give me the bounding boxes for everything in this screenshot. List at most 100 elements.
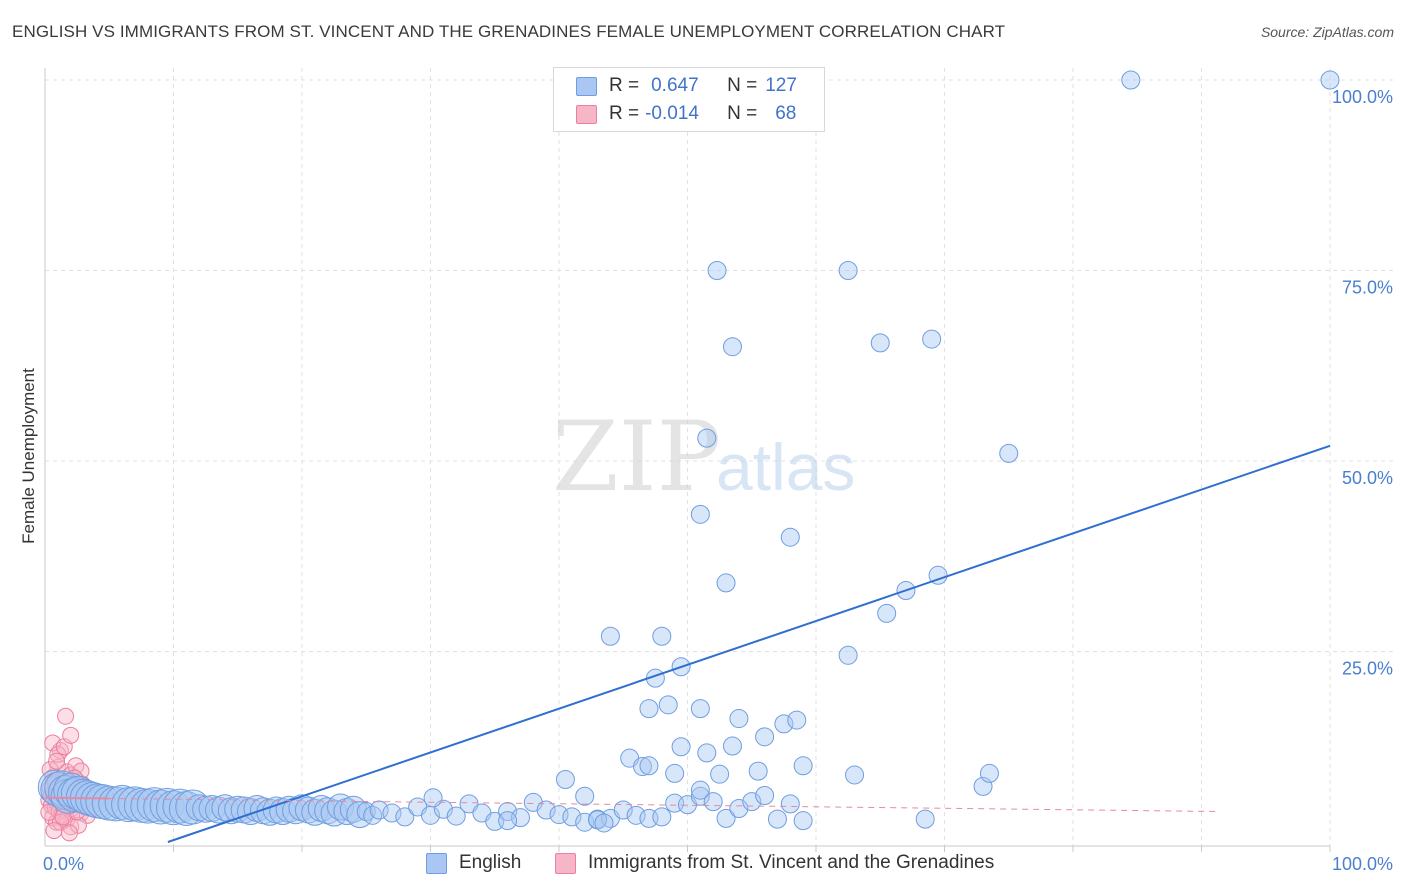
english-point (423, 788, 443, 808)
english-point (104, 784, 140, 820)
english-point (671, 737, 691, 757)
legend-item-english: English (426, 852, 521, 874)
english-point (690, 786, 710, 806)
legend-swatch-english (426, 852, 447, 874)
immigrant-point (62, 726, 80, 744)
legend-label-english: English (459, 852, 522, 873)
legend-swatch-immigrants (555, 852, 576, 874)
english-point (613, 800, 633, 820)
english-point (722, 337, 742, 357)
immigrant-point (41, 761, 59, 779)
correlation-stats-box: R = 0.647 N = 127 R = -0.014 N = 68 (553, 67, 825, 132)
english-point (1320, 70, 1340, 90)
chart-title: ENGLISH VS IMMIGRANTS FROM ST. VINCENT A… (12, 22, 1006, 41)
y-axis-title: Female Unemployment (19, 368, 38, 544)
english-point (755, 786, 775, 806)
english-point (845, 765, 865, 785)
immigrant-point (48, 752, 66, 770)
english-point (575, 786, 595, 806)
english-point (1121, 70, 1141, 90)
english-point (562, 807, 582, 827)
english-point (363, 805, 383, 825)
english-point (838, 645, 858, 665)
immigrant-point (57, 707, 75, 725)
english-point (697, 428, 717, 448)
english-point (716, 808, 736, 828)
legend-item-immigrants: Immigrants from St. Vincent and the Gren… (555, 852, 994, 874)
watermark-zip: ZIP (552, 401, 721, 513)
english-point (793, 756, 813, 776)
english-point (652, 807, 672, 827)
english-point (446, 806, 466, 826)
english-point (787, 710, 807, 730)
x-tick-label: 0.0% (43, 854, 84, 874)
watermark-atlas: atlas (716, 430, 855, 504)
english-point (639, 756, 659, 776)
y-tick-label: 100.0% (1332, 87, 1393, 107)
immigrant-point (60, 824, 78, 842)
english-point (979, 763, 999, 783)
english-point (639, 699, 659, 719)
english-point (999, 443, 1019, 463)
english-point (877, 603, 897, 623)
axes (44, 68, 1331, 852)
english-point (729, 709, 749, 729)
english-point (774, 714, 794, 734)
english-point (748, 761, 768, 781)
english-point (459, 794, 479, 814)
english-point (57, 777, 93, 813)
trend-lines (44, 444, 1331, 843)
english-point (510, 808, 530, 828)
english-r-label: R = (609, 75, 640, 96)
english-point (555, 770, 575, 790)
english-point (697, 743, 717, 763)
legend-label-immigrants: Immigrants from St. Vincent and the Gren… (588, 852, 995, 873)
english-point (594, 813, 614, 833)
english-point (395, 807, 415, 827)
english-point (498, 811, 518, 831)
stats-row-english: R = 0.647 N = 127 (576, 73, 797, 99)
english-r-value: 0.647 (651, 75, 699, 96)
x-tick-labels: 0.0% 100.0% (43, 854, 1393, 874)
english-n-label: N = (727, 75, 758, 96)
english-points (37, 70, 1340, 833)
immigrants-n-label: N = (727, 103, 758, 124)
english-point (780, 527, 800, 547)
immigrants-n-value: 68 (775, 103, 797, 124)
english-point (652, 626, 672, 646)
immigrants-r-label: R = (609, 103, 640, 124)
english-point (136, 787, 172, 823)
y-tick-labels: 25.0% 50.0% 75.0% 100.0% (1332, 87, 1393, 679)
y-tick-label: 50.0% (1342, 468, 1393, 488)
stats-row-immigrants: R = -0.014 N = 68 (576, 101, 796, 127)
immigrants-swatch (576, 104, 597, 124)
english-point (710, 764, 730, 784)
y-tick-label: 75.0% (1342, 278, 1393, 298)
english-point (755, 727, 775, 747)
english-point (838, 261, 858, 280)
english-point (870, 333, 890, 353)
english-n-value: 127 (765, 75, 797, 96)
immigrants-r-value: -0.014 (645, 103, 699, 124)
english-trend-line (167, 444, 1331, 843)
watermark: ZIP atlas (552, 401, 855, 513)
english-point (793, 811, 813, 831)
x-tick-label: 100.0% (1332, 854, 1393, 874)
english-point (722, 736, 742, 756)
english-point (780, 794, 800, 814)
english-point (382, 803, 402, 823)
english-point (665, 763, 685, 783)
y-tick-label: 25.0% (1342, 659, 1393, 679)
english-swatch (576, 76, 597, 96)
english-point (600, 626, 620, 646)
english-point (626, 805, 646, 825)
grid-lines (45, 68, 1395, 846)
english-point (767, 809, 787, 829)
english-point (690, 699, 710, 719)
legend: English Immigrants from St. Vincent and … (0, 852, 1406, 878)
english-point (536, 800, 556, 820)
immigrant-point (45, 822, 63, 840)
english-point (690, 780, 710, 800)
english-point (922, 329, 942, 349)
